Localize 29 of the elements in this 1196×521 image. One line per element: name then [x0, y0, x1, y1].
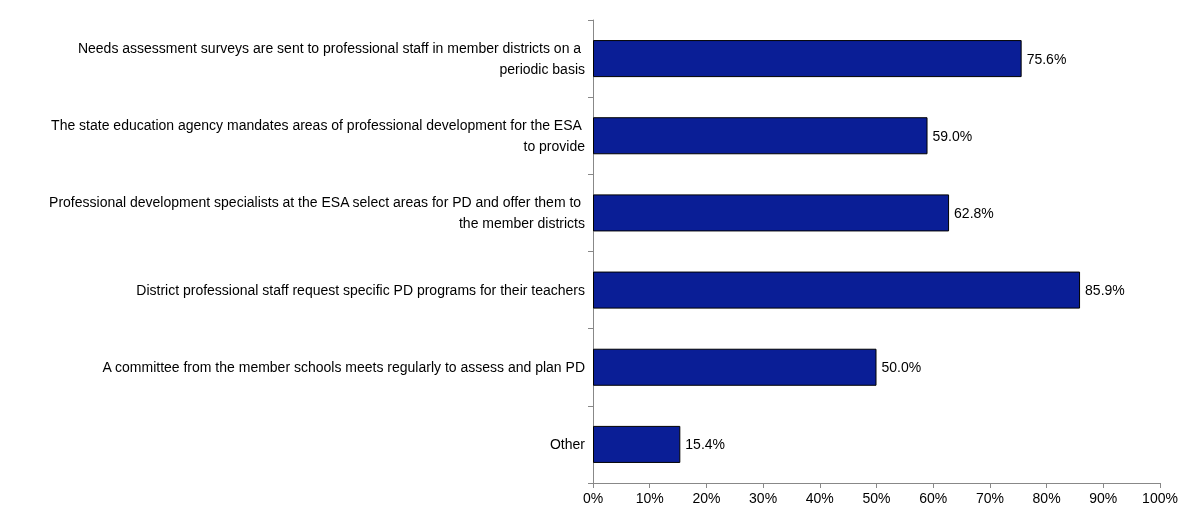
- y-tick-label: The state education agency mandates areas of professional development for the ESA to provide: [51, 117, 586, 155]
- x-tick-label: 90%: [1089, 490, 1118, 506]
- bar: [593, 348, 877, 386]
- bar: [593, 425, 681, 463]
- bar: [593, 194, 950, 232]
- data-label: 85.9%: [1085, 282, 1125, 299]
- x-tick-label: 60%: [919, 490, 948, 506]
- data-label: 75.6%: [1026, 50, 1067, 67]
- x-tick-label: 10%: [635, 490, 664, 506]
- bar: [593, 40, 1022, 78]
- x-tick-label: 30%: [749, 490, 778, 506]
- x-tick-label: 50%: [862, 490, 891, 506]
- data-label: 62.8%: [954, 204, 994, 221]
- data-label: 59.0%: [932, 127, 973, 144]
- y-tick-label: Professional development specialists at the ESA select areas for PD and offer them to the member districts: [49, 194, 585, 232]
- x-tick-label: 40%: [805, 490, 834, 506]
- y-tick-label: District professional staff request specific PD programs for their teachers: [136, 282, 585, 299]
- y-tick-label: Needs assessment surveys are sent to professional staff in member districts on a periodic basis: [77, 40, 585, 78]
- x-tick-label: 20%: [692, 490, 721, 506]
- x-tick-label: 70%: [975, 490, 1004, 506]
- x-tick-label: 0%: [582, 490, 604, 506]
- bar: [593, 117, 928, 155]
- x-tick-label: 80%: [1032, 490, 1061, 506]
- x-tick-label: 100%: [1142, 490, 1178, 506]
- y-tick-label: Other: [549, 436, 586, 453]
- bar: [593, 271, 1081, 309]
- data-label: 50.0%: [881, 359, 922, 376]
- y-tick-label: A committee from the member schools meets regularly to assess and plan PD: [102, 359, 585, 376]
- data-label: 15.4%: [685, 436, 726, 453]
